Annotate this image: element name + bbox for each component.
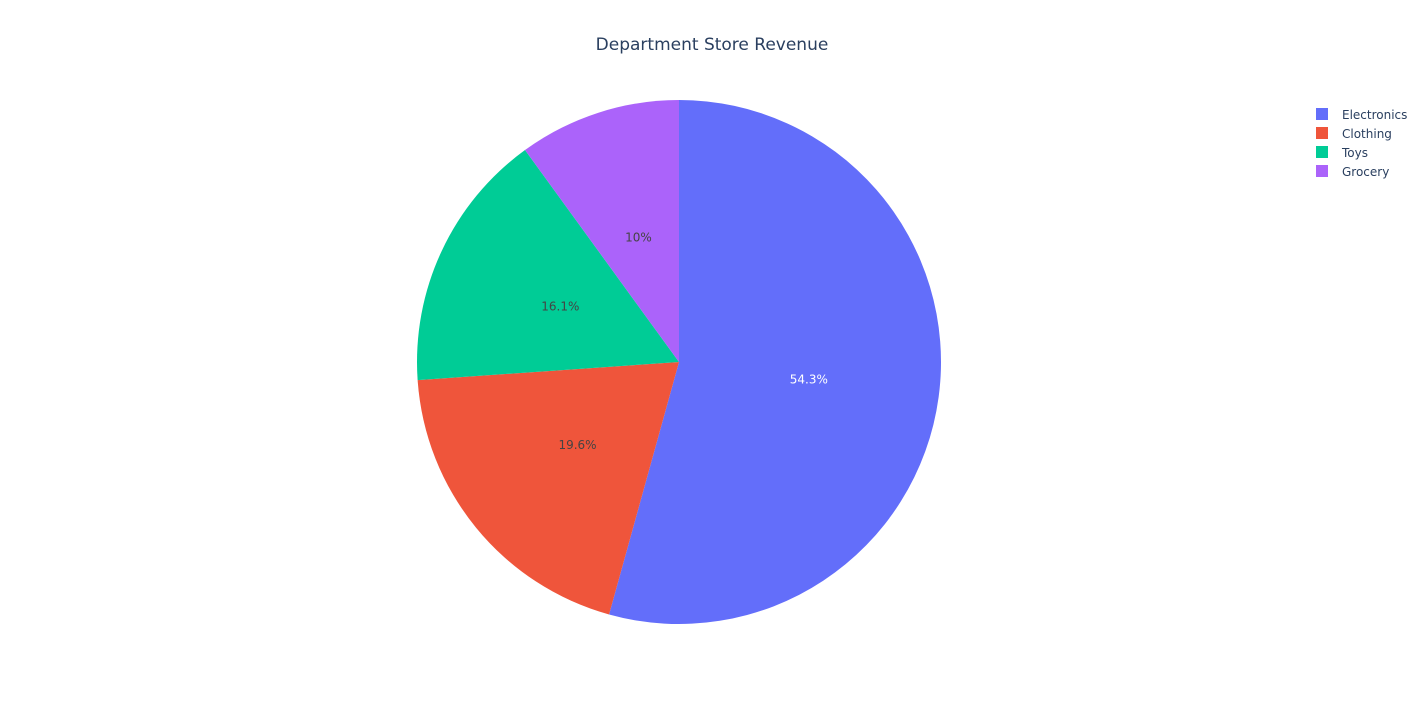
legend-item-toys[interactable]: Toys <box>1316 146 1368 160</box>
legend: Electronics Clothing Toys Grocery <box>1316 108 1407 179</box>
legend-swatch-grocery <box>1316 165 1328 177</box>
legend-item-electronics[interactable]: Electronics <box>1316 108 1407 122</box>
pie-slice-grocery[interactable] <box>525 100 679 362</box>
legend-label-grocery: Grocery <box>1342 165 1389 179</box>
pie-slices <box>417 100 941 624</box>
pie-slice-clothing[interactable] <box>417 362 679 615</box>
legend-swatch-clothing <box>1316 127 1328 139</box>
chart-title: Department Store Revenue <box>596 35 829 55</box>
legend-swatch-electronics <box>1316 108 1328 120</box>
legend-label-electronics: Electronics <box>1342 108 1407 122</box>
legend-item-clothing[interactable]: Clothing <box>1316 127 1392 141</box>
legend-label-clothing: Clothing <box>1342 127 1392 141</box>
slice-label-grocery: 10% <box>625 230 652 244</box>
slice-label-toys: 16.1% <box>541 300 579 314</box>
pie-slice-labels: 54.3% 19.6% 16.1% 10% <box>541 230 828 452</box>
pie-slice-electronics[interactable] <box>609 100 941 624</box>
slice-label-clothing: 19.6% <box>558 438 596 452</box>
pie-slice-toys[interactable] <box>417 150 679 381</box>
legend-label-toys: Toys <box>1341 146 1368 160</box>
slice-label-electronics: 54.3% <box>790 373 828 387</box>
legend-item-grocery[interactable]: Grocery <box>1316 165 1389 179</box>
legend-swatch-toys <box>1316 146 1328 158</box>
